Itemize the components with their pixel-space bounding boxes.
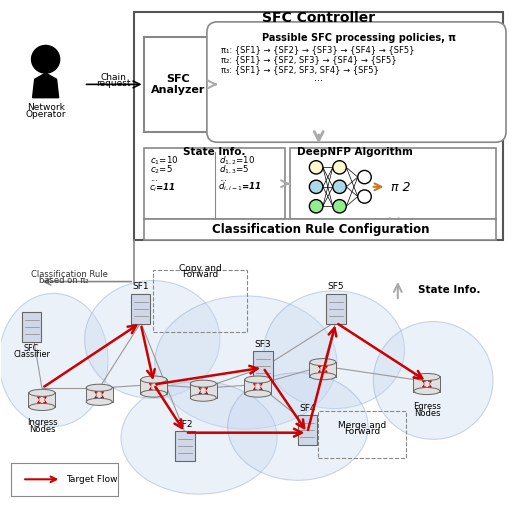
FancyBboxPatch shape [144,37,212,132]
Text: Nodes: Nodes [414,409,440,418]
Ellipse shape [414,388,440,394]
FancyBboxPatch shape [140,379,167,394]
Text: $c_i$=11: $c_i$=11 [149,181,176,194]
Ellipse shape [245,390,271,397]
Circle shape [31,45,60,73]
Text: SF3: SF3 [255,340,271,349]
FancyBboxPatch shape [144,219,496,239]
FancyBboxPatch shape [244,379,271,394]
Text: ...: ... [150,174,157,183]
Ellipse shape [29,389,55,397]
Text: DeepNFP Algorithm: DeepNFP Algorithm [297,147,413,157]
FancyBboxPatch shape [134,12,504,239]
FancyBboxPatch shape [254,351,272,381]
Text: SFC
Analyzer: SFC Analyzer [151,74,206,95]
Text: π₃: {SF1} → {SF2, SF3, SF4} → {SF5}: π₃: {SF1} → {SF2, SF3, SF4} → {SF5} [221,65,379,75]
Ellipse shape [86,384,112,391]
Text: Classification Rule: Classification Rule [30,270,107,279]
Text: SF4: SF4 [299,404,315,413]
FancyBboxPatch shape [144,148,285,219]
Text: Nodes: Nodes [29,425,55,434]
Ellipse shape [190,380,216,387]
FancyBboxPatch shape [22,312,41,342]
Ellipse shape [85,281,220,399]
Circle shape [310,161,323,174]
Text: π₁: {SF1} → {SF2} → {SF3} → {SF4} → {SF5}: π₁: {SF1} → {SF2} → {SF3} → {SF4} → {SF5… [221,45,414,54]
Ellipse shape [86,398,112,405]
Text: π 2: π 2 [391,181,410,194]
Circle shape [333,161,346,174]
Ellipse shape [310,373,336,380]
Text: Classification Rule Configuration: Classification Rule Configuration [211,223,429,236]
Ellipse shape [190,394,216,401]
Ellipse shape [228,373,368,480]
Text: SF2: SF2 [177,420,194,428]
Text: $d_{1,3}$=5: $d_{1,3}$=5 [219,163,249,176]
FancyBboxPatch shape [86,387,113,402]
Text: ...: ... [314,73,323,83]
FancyBboxPatch shape [298,415,317,445]
FancyBboxPatch shape [413,376,440,391]
Text: Classifier: Classifier [13,350,50,359]
Text: Forward: Forward [344,427,381,436]
Text: Copy and: Copy and [179,264,222,273]
Text: Ingress: Ingress [27,418,58,427]
Ellipse shape [245,376,271,383]
Text: Target Flow: Target Flow [66,475,118,484]
Text: Egress: Egress [413,402,441,411]
Text: Network: Network [27,103,64,112]
Text: $d_{1,2}$=10: $d_{1,2}$=10 [219,155,255,167]
Text: $c_2$=5: $c_2$=5 [150,163,173,176]
Circle shape [358,190,371,203]
Circle shape [310,200,323,213]
FancyBboxPatch shape [131,294,151,324]
Text: Passible SFC processing policies, π: Passible SFC processing policies, π [262,33,456,43]
Text: $c_1$=10: $c_1$=10 [150,155,178,167]
Text: π₂: {SF1} → {SF2, SF3} → {SF4} → {SF5}: π₂: {SF1} → {SF2, SF3} → {SF4} → {SF5} [221,55,396,64]
Text: SFC: SFC [24,344,39,353]
Ellipse shape [264,291,405,408]
Text: ...: ... [219,174,226,183]
Ellipse shape [0,294,108,426]
Ellipse shape [29,403,55,410]
Text: based on π₂: based on π₂ [39,276,88,285]
Text: Merge and: Merge and [338,421,386,430]
FancyBboxPatch shape [290,148,496,219]
FancyBboxPatch shape [12,464,118,495]
Text: State Info.: State Info. [417,285,480,295]
FancyBboxPatch shape [28,392,55,407]
Text: SF5: SF5 [327,282,344,291]
Ellipse shape [310,358,336,366]
Text: SFC Controller: SFC Controller [262,11,376,25]
Ellipse shape [141,376,167,383]
Circle shape [333,180,346,194]
Polygon shape [32,73,59,98]
Text: request: request [97,79,131,89]
Circle shape [310,180,323,194]
FancyBboxPatch shape [326,294,346,324]
Ellipse shape [141,390,167,397]
Text: State Info.: State Info. [184,147,246,157]
FancyBboxPatch shape [190,383,217,398]
FancyBboxPatch shape [207,22,506,142]
Text: SF1: SF1 [132,282,149,291]
FancyBboxPatch shape [175,431,195,461]
Text: Forward: Forward [183,270,219,279]
Ellipse shape [121,382,277,494]
Text: Operator: Operator [25,110,66,119]
Ellipse shape [373,321,493,439]
Circle shape [358,170,371,184]
Text: Chain: Chain [101,73,127,82]
Ellipse shape [414,373,440,381]
Ellipse shape [155,296,337,429]
Text: $d_{i,i-1}$=11: $d_{i,i-1}$=11 [218,181,262,194]
FancyBboxPatch shape [310,362,336,376]
Circle shape [333,200,346,213]
